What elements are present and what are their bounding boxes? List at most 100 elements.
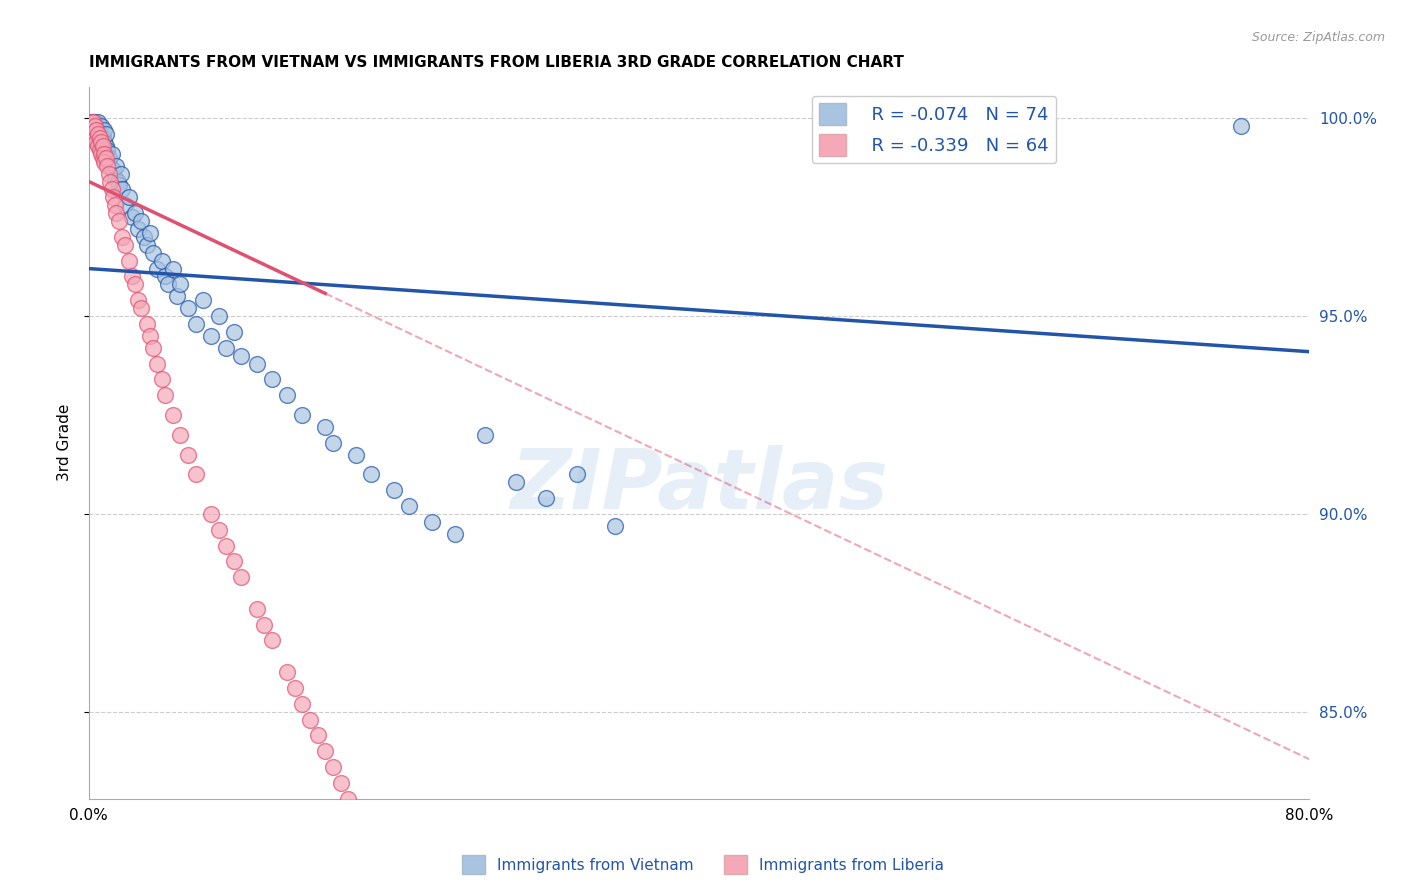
- Point: [565, 467, 588, 482]
- Legend: Immigrants from Vietnam, Immigrants from Liberia: Immigrants from Vietnam, Immigrants from…: [456, 849, 950, 880]
- Point: [322, 760, 344, 774]
- Point: [84, 119, 107, 133]
- Point: [80, 115, 103, 129]
- Point: [82, 127, 104, 141]
- Point: [84, 115, 107, 129]
- Point: [142, 245, 165, 260]
- Point: [90, 119, 112, 133]
- Point: [91, 139, 114, 153]
- Point: [121, 210, 143, 224]
- Y-axis label: 3rd Grade: 3rd Grade: [58, 404, 72, 482]
- Point: [79, 119, 101, 133]
- Point: [124, 206, 146, 220]
- Point: [253, 617, 276, 632]
- Point: [91, 151, 114, 165]
- Point: [93, 154, 115, 169]
- Point: [150, 372, 173, 386]
- Point: [276, 388, 298, 402]
- Point: [90, 146, 112, 161]
- Point: [200, 507, 222, 521]
- Point: [177, 301, 200, 315]
- Point: [222, 325, 245, 339]
- Point: [135, 317, 157, 331]
- Point: [93, 146, 115, 161]
- Point: [111, 230, 134, 244]
- Point: [108, 214, 131, 228]
- Point: [80, 115, 103, 129]
- Point: [86, 135, 108, 149]
- Point: [231, 349, 253, 363]
- Point: [97, 167, 120, 181]
- Point: [98, 175, 121, 189]
- Point: [207, 523, 229, 537]
- Point: [337, 791, 360, 805]
- Point: [207, 309, 229, 323]
- Point: [246, 602, 269, 616]
- Point: [82, 115, 104, 129]
- Point: [162, 408, 184, 422]
- Point: [314, 420, 336, 434]
- Point: [162, 261, 184, 276]
- Point: [276, 665, 298, 680]
- Point: [89, 131, 111, 145]
- Point: [96, 143, 118, 157]
- Point: [382, 483, 405, 497]
- Text: Source: ZipAtlas.com: Source: ZipAtlas.com: [1251, 31, 1385, 45]
- Point: [215, 539, 238, 553]
- Point: [215, 341, 238, 355]
- Point: [103, 162, 125, 177]
- Point: [108, 178, 131, 193]
- Point: [94, 127, 117, 141]
- Point: [105, 159, 128, 173]
- Point: [420, 515, 443, 529]
- Point: [107, 175, 129, 189]
- Point: [153, 388, 176, 402]
- Point: [84, 123, 107, 137]
- Point: [89, 131, 111, 145]
- Text: IMMIGRANTS FROM VIETNAM VS IMMIGRANTS FROM LIBERIA 3RD GRADE CORRELATION CHART: IMMIGRANTS FROM VIETNAM VS IMMIGRANTS FR…: [89, 55, 904, 70]
- Point: [146, 261, 169, 276]
- Point: [93, 123, 115, 137]
- Point: [135, 237, 157, 252]
- Point: [82, 115, 104, 129]
- Point: [153, 269, 176, 284]
- Point: [352, 815, 374, 830]
- Point: [80, 123, 103, 137]
- Point: [193, 293, 215, 308]
- Point: [117, 190, 139, 204]
- Point: [344, 804, 367, 818]
- Point: [299, 713, 322, 727]
- Point: [91, 131, 114, 145]
- Point: [89, 143, 111, 157]
- Point: [89, 123, 111, 137]
- Point: [505, 475, 527, 490]
- Point: [94, 139, 117, 153]
- Point: [291, 408, 314, 422]
- Point: [90, 127, 112, 141]
- Point: [104, 198, 127, 212]
- Point: [100, 182, 122, 196]
- Point: [114, 198, 136, 212]
- Point: [139, 226, 162, 240]
- Point: [536, 491, 558, 505]
- Point: [474, 427, 496, 442]
- Point: [87, 139, 110, 153]
- Point: [90, 135, 112, 149]
- Point: [200, 329, 222, 343]
- Point: [105, 206, 128, 220]
- Point: [139, 329, 162, 343]
- Point: [157, 277, 180, 292]
- Point: [111, 182, 134, 196]
- Point: [129, 301, 152, 315]
- Point: [329, 776, 352, 790]
- Point: [98, 159, 121, 173]
- Text: ZIPatlas: ZIPatlas: [510, 445, 889, 526]
- Point: [307, 728, 329, 742]
- Point: [84, 131, 107, 145]
- Point: [150, 253, 173, 268]
- Point: [100, 146, 122, 161]
- Point: [146, 357, 169, 371]
- Point: [86, 123, 108, 137]
- Point: [117, 253, 139, 268]
- Point: [184, 317, 207, 331]
